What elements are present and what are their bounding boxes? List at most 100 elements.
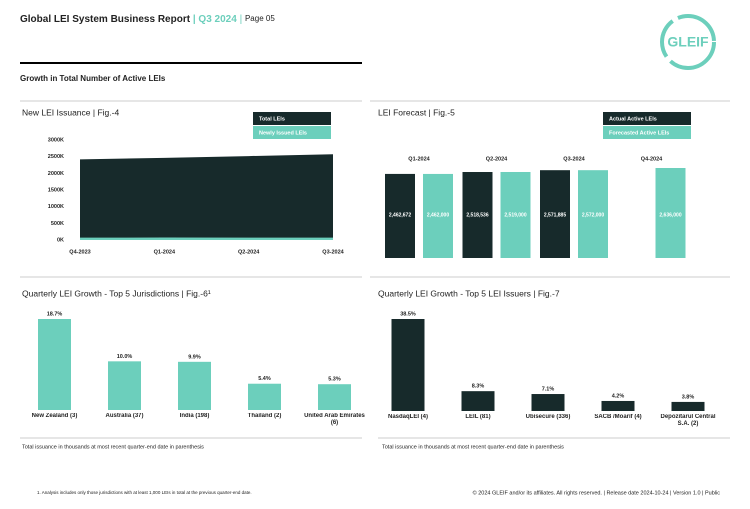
value-label: 2,462,000 [427,212,449,218]
x-tick-label: Thailand (2) [247,413,282,419]
x-tick-label: Q1-2024 [408,156,430,162]
x-tick-label-box: Thailand (2) [247,413,282,419]
value-label: 5.4% [258,376,271,382]
page-number: Page 05 [245,14,275,23]
section-title: Growth in Total Number of Active LEIs [20,74,166,83]
value-label: 4.2% [612,393,625,399]
x-tick-label: Q2-2024 [238,249,260,255]
x-tick-label: Q2-2024 [486,156,508,162]
value-label: 5.3% [328,377,341,383]
x-tick-label-box: India (198) [179,413,210,419]
chart-title: LEI Forecast | Fig.-5 [378,107,455,117]
bar [671,401,705,411]
legend-swatch [253,126,331,139]
y-tick-label: 2000K [48,171,64,177]
value-label: 2,571,885 [544,212,566,218]
bar [318,384,351,410]
legend-swatch [253,112,331,125]
x-tick-label: NasdaqLEI (4) [387,414,428,420]
x-tick-label: Ubisecure (336) [525,414,571,420]
bar [108,361,141,410]
y-tick-label: 3000K [48,137,64,143]
chart-title: Quarterly LEI Growth - Top 5 Jurisdictio… [22,288,211,298]
legend-swatch [603,126,691,139]
separator: | [240,14,243,25]
value-label: 8.3% [472,384,485,390]
value-label: 2,519,000 [504,212,526,218]
x-tick-label-box: LEIL (81) [465,414,491,420]
value-label: 10.0% [117,354,133,360]
value-label: 9.9% [188,354,201,360]
x-tick-label-box: Ubisecure (336) [525,414,571,420]
y-tick-label: 500K [51,221,64,227]
bar [248,383,281,410]
quarter: Q3 2024 [198,14,237,25]
separator: | [193,14,196,25]
legend-label: Actual Active LEIs [609,116,657,122]
bar [391,319,425,411]
header: Global LEI System Business Report | Q3 2… [20,14,275,25]
x-tick-label: New Zealand (3) [31,413,78,419]
y-tick-label: 1000K [48,204,64,210]
bar [500,171,531,258]
x-tick-label-box: SACB /Moarif (4) [594,414,642,420]
x-tick-label: India (198) [179,413,210,419]
value-label: 2,518,536 [466,212,488,218]
x-tick-label-box: NasdaqLEI (4) [387,414,428,420]
x-tick-label: Q4-2024 [641,156,663,162]
value-label: 3.8% [682,394,695,400]
area [80,237,333,240]
area [80,154,333,240]
bar [423,173,453,258]
bar [540,170,570,258]
bar [385,173,415,258]
x-tick-label: Australia (37) [105,413,144,419]
x-tick-label: Q4-2023 [69,249,90,255]
bar [38,319,71,410]
chart-title: New LEI Issuance | Fig.-4 [22,107,119,117]
bar [531,394,565,411]
y-tick-label: 1500K [48,187,64,193]
x-tick-label: Q1-2024 [154,249,176,255]
x-tick-label-box: Australia (37) [105,413,144,419]
bar [178,361,211,410]
x-tick-label-box: United Arab Emirates (6) [304,413,365,426]
value-label: 2,462,672 [389,212,411,218]
x-tick-label-box: New Zealand (3) [31,413,78,419]
value-label: 38.5% [400,311,416,317]
logo: GLEIF [660,14,716,70]
chart-title: Quarterly LEI Growth - Top 5 LEI Issuers… [378,288,560,298]
x-tick-label: LEIL (81) [465,414,491,420]
logo-text: GLEIF [667,34,709,50]
bar [461,391,495,411]
value-label: 2,572,000 [582,212,604,218]
bar [601,400,635,411]
bar [462,172,493,258]
y-tick-label: 2500K [48,154,64,160]
bar [578,170,608,258]
value-label: 2,636,000 [659,212,681,218]
x-tick-label: Q3-2024 [563,156,585,162]
note: Total issuance in thousands at most rece… [382,444,564,450]
note: Total issuance in thousands at most rece… [22,444,204,450]
value-label: 18.7% [47,311,63,317]
footnote: 1. Analysis includes only those jurisdic… [37,490,252,495]
x-tick-label: Q3-2024 [322,249,344,255]
logo-ring [660,14,716,70]
bar [655,168,686,258]
value-label: 7.1% [542,386,555,392]
legend-label: Forecasted Active LEIs [609,130,669,136]
x-tick-label: SACB /Moarif (4) [594,414,642,420]
dividers [20,100,730,439]
y-tick-label: 0K [57,237,64,243]
legend-swatch [603,112,691,125]
x-tick-label: Depozitarul Central S.A. (2) [660,414,716,427]
footer: © 2024 GLEIF and/or its affiliates. All … [473,489,721,496]
x-tick-label: United Arab Emirates (6) [304,413,365,426]
legend-label: Newly Issued LEIs [259,130,307,136]
x-tick-label-box: Depozitarul Central S.A. (2) [660,414,716,427]
report-title: Global LEI System Business Report [20,14,191,25]
legend-label: Total LEIs [259,116,285,122]
